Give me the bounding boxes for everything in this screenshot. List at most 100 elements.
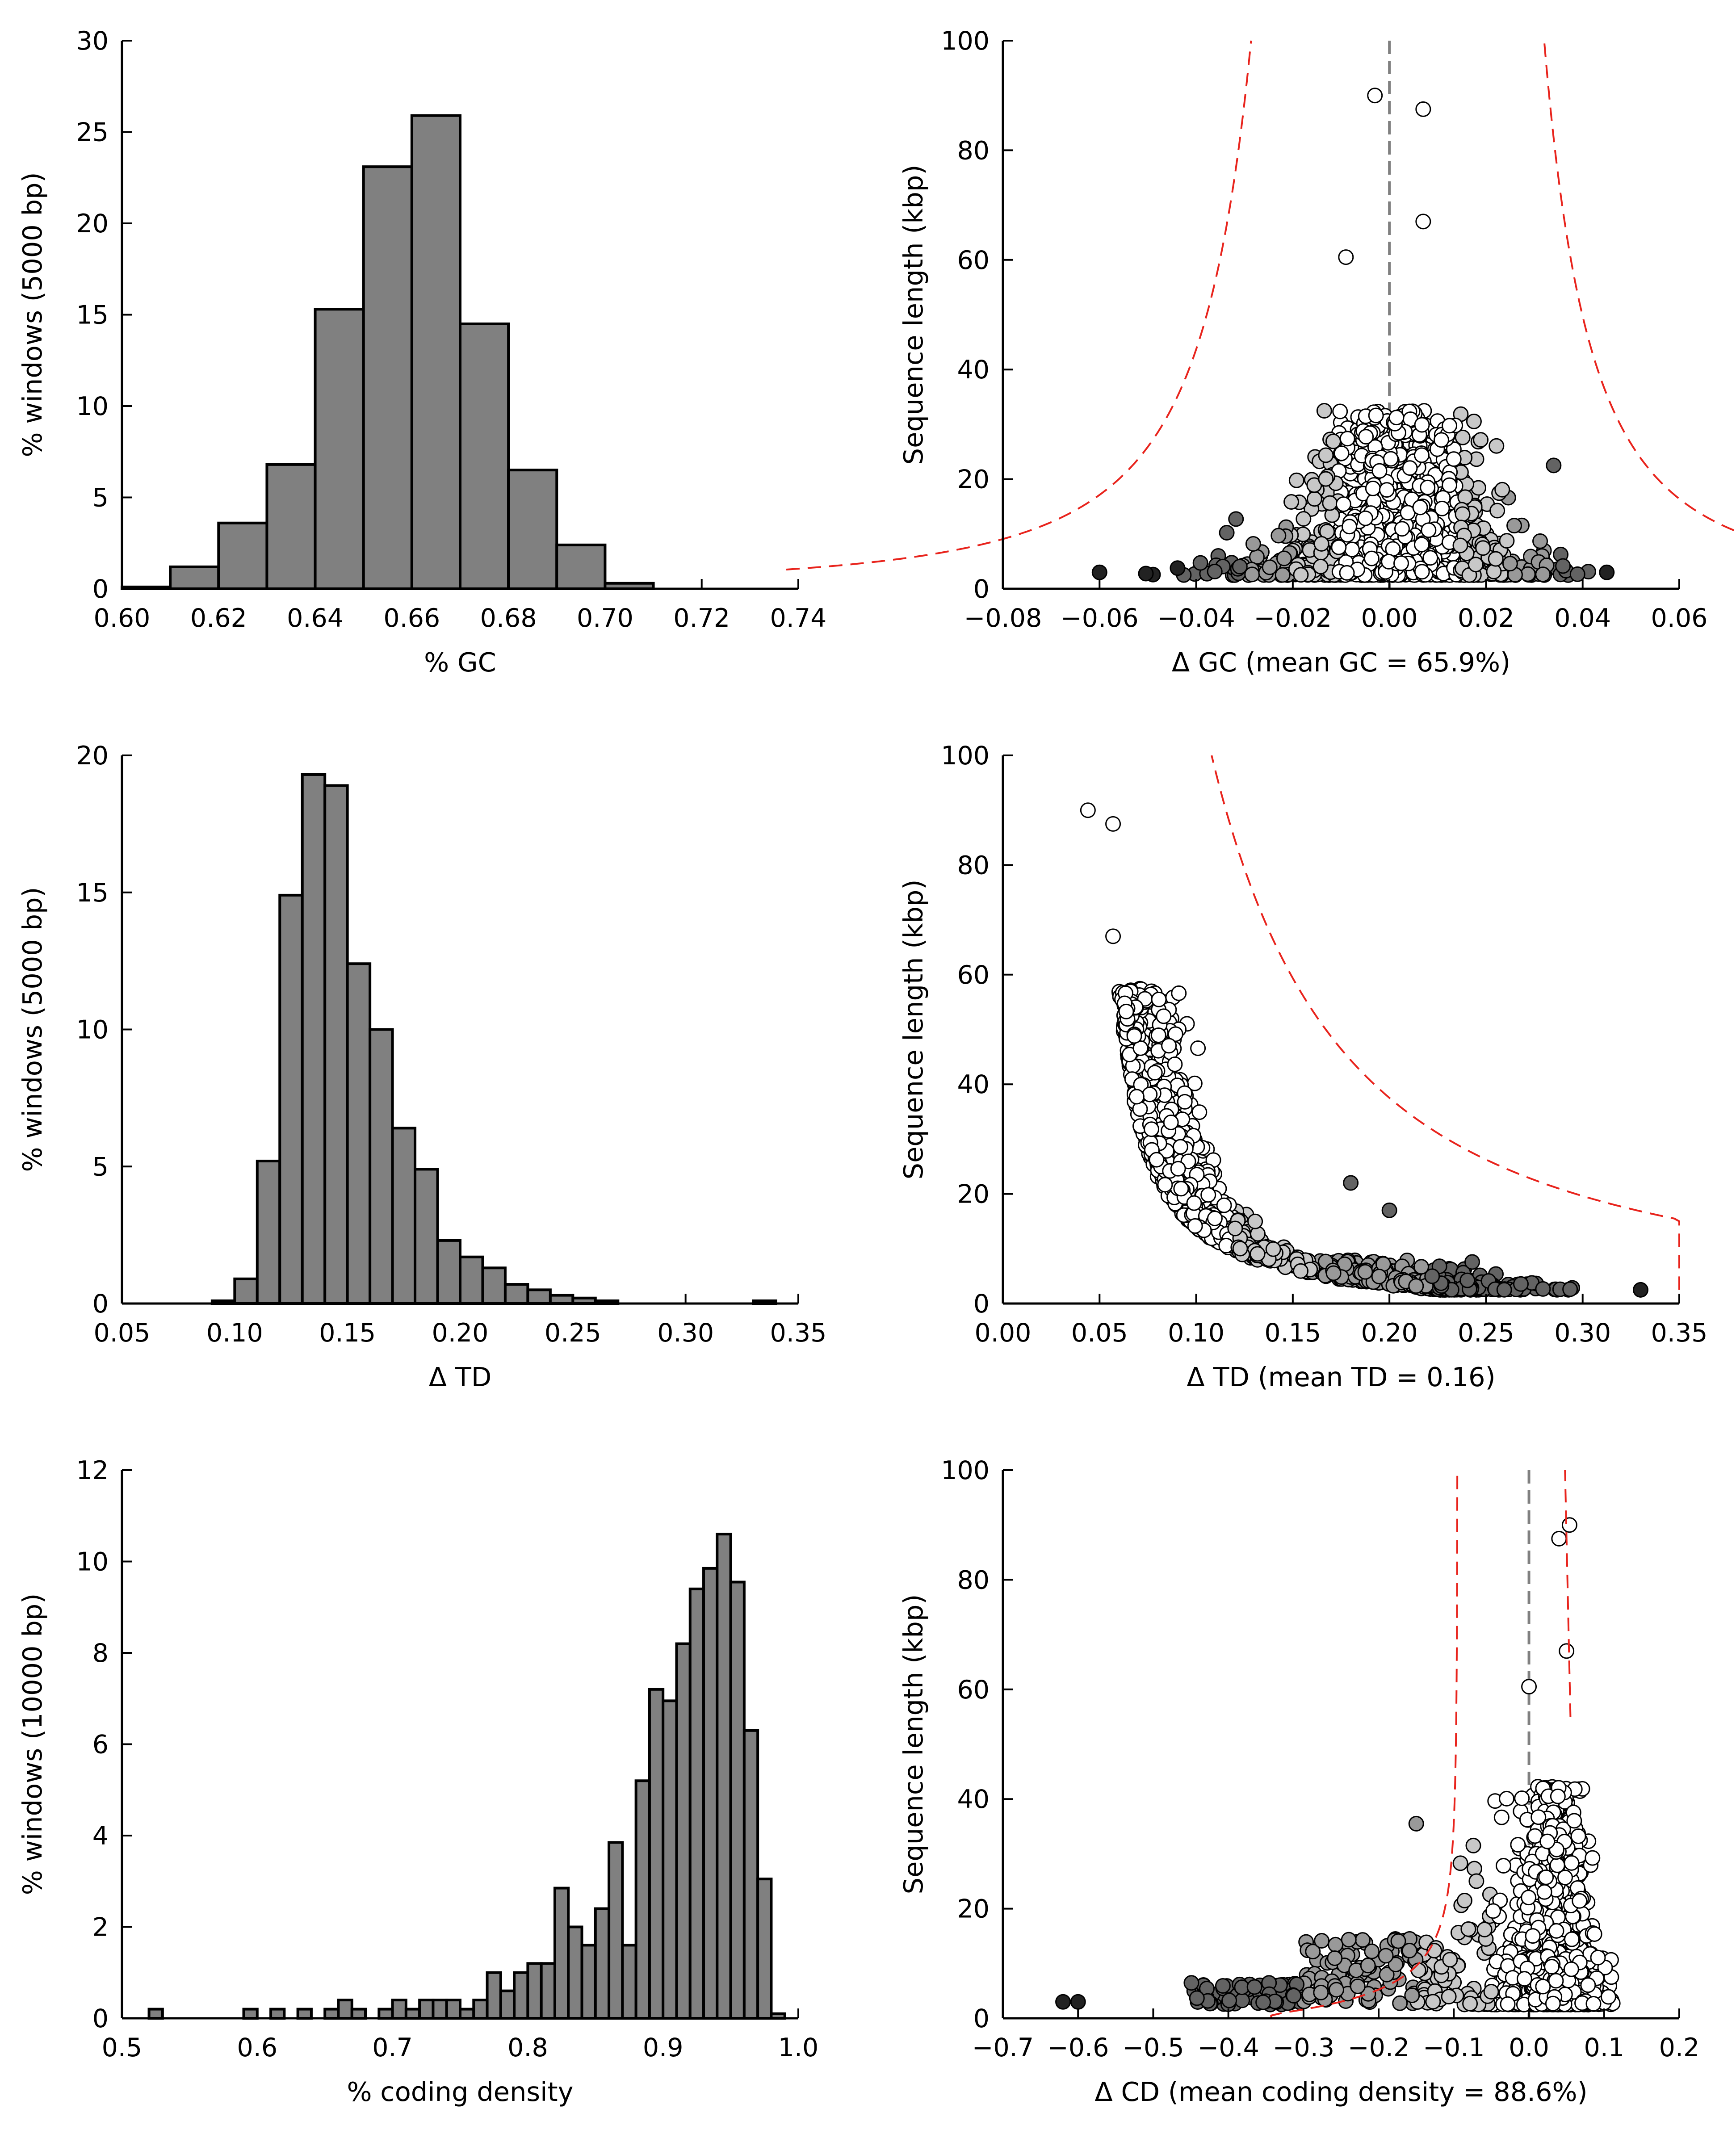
scatter-point <box>1245 536 1261 552</box>
y-tick-label: 0 <box>92 574 109 604</box>
histogram-bar <box>391 1999 407 2020</box>
scatter-point <box>1546 457 1562 474</box>
y-tick-label: 6 <box>92 1730 109 1760</box>
gc-scatter: −0.08 −0.06 −0.04 −0.02 0.00 0.02 0.04 0.06 0 20 4… <box>786 26 1736 678</box>
scatter-point <box>1486 563 1502 579</box>
y-tick-label: 100 <box>941 1456 990 1485</box>
x-tick-label: 0.6 <box>237 2033 277 2063</box>
x-tick-label: −0.4 <box>1197 2033 1259 2063</box>
scatter-point <box>1189 1990 1205 2006</box>
scatter-point <box>1473 432 1489 448</box>
scatter-point <box>1561 1517 1577 1533</box>
y-tick-label: 2 <box>92 1913 109 1942</box>
y-axis-label: % windows (5000 bp) <box>17 172 48 457</box>
scatter-point <box>1322 495 1338 511</box>
scatter-point <box>1455 506 1471 522</box>
scatter-point <box>1378 1948 1394 1964</box>
scatter-point <box>1331 539 1347 555</box>
x-tick-label: 0.68 <box>480 604 537 633</box>
gc-histogram: 0.60 0.62 0.64 0.66 0.68 0.70 0.72 0.74 0 5 10 15 20… <box>17 26 826 678</box>
scatter-point <box>1393 555 1409 571</box>
scatter-point <box>1313 1984 1329 2000</box>
x-tick-label: 0.06 <box>1651 604 1708 633</box>
scatter-point <box>1360 1958 1376 1974</box>
scatter-point <box>1586 1926 1602 1942</box>
scatter-point <box>1510 1836 1526 1853</box>
y-tick-label: 10 <box>76 1015 109 1045</box>
scatter-point <box>1151 991 1167 1007</box>
scatter-point <box>1499 533 1515 549</box>
histogram-bar <box>549 1294 574 1305</box>
cd-scatter: −0.7 −0.6 −0.5 −0.4 −0.3 −0.2 −0.1 0.0 0.1 0.2 0 20… <box>898 1456 1699 2107</box>
histogram-bar <box>526 1962 543 2020</box>
scatter-point <box>1191 1104 1208 1120</box>
histogram-bar <box>410 114 461 591</box>
scatter-point <box>1192 555 1208 571</box>
scatter-point <box>1456 1893 1472 1909</box>
scatter-point <box>1570 1828 1586 1845</box>
y-tick-label: 40 <box>957 1785 990 1814</box>
x-tick-label: 0.10 <box>206 1318 263 1348</box>
scatter-point <box>1173 1181 1189 1197</box>
x-tick-label: 0.25 <box>1458 1318 1514 1348</box>
y-tick-label: 20 <box>957 465 990 495</box>
scatter-point <box>1170 560 1186 576</box>
scatter-point <box>1383 451 1399 467</box>
scatter-point <box>1228 511 1244 527</box>
scatter-point <box>1306 491 1322 507</box>
scatter-point <box>1091 564 1107 580</box>
histogram-bar <box>233 1277 259 1305</box>
td-histogram: 0.05 0.10 0.15 0.20 0.25 0.30 0.35 0 5 10 15 20 Δ TD… <box>17 741 826 1392</box>
y-tick-label: 80 <box>957 1565 990 1595</box>
scatter-point <box>1415 214 1431 230</box>
x-tick-label: −0.2 <box>1348 2033 1409 2063</box>
scatter-point <box>1368 407 1384 423</box>
scatter-point <box>1535 1281 1551 1297</box>
y-tick-label: 100 <box>941 741 990 771</box>
histogram-bar <box>256 1159 281 1305</box>
scatter-point <box>1358 429 1374 445</box>
histogram-bar <box>608 1841 624 2020</box>
scatter-point <box>1343 1175 1359 1191</box>
scatter-point <box>1531 1809 1547 1825</box>
scatter-point <box>1149 1152 1165 1168</box>
histogram-bar <box>499 1989 516 2020</box>
histogram-bar <box>362 165 413 590</box>
scatter-point <box>1177 1094 1193 1110</box>
histogram-bar <box>147 2008 164 2020</box>
scatter-point <box>1200 1187 1216 1203</box>
scatter-point <box>1126 1028 1142 1044</box>
histogram-bar <box>648 1688 665 2020</box>
histogram-bar <box>459 2008 475 2020</box>
x-axis-label: Δ TD <box>429 1362 492 1392</box>
scatter-point <box>1293 1263 1309 1279</box>
scatter-point <box>1163 1114 1179 1130</box>
histogram-bar <box>414 1168 439 1305</box>
x-tick-label: 0.5 <box>102 2033 143 2063</box>
scatter-point <box>1520 566 1536 582</box>
scatter-point <box>1357 510 1373 526</box>
scatter-point <box>1344 541 1360 558</box>
scatter-point <box>1413 537 1430 553</box>
histogram-bar <box>540 1962 556 2020</box>
y-tick-label: 20 <box>76 209 109 239</box>
threshold-curve-left <box>786 40 1252 571</box>
scatter-point <box>1147 1065 1163 1081</box>
y-tick-label: 40 <box>957 355 990 385</box>
x-tick-label: 0.20 <box>432 1318 489 1348</box>
y-tick-label: 60 <box>957 960 990 990</box>
y-tick-label: 80 <box>957 136 990 165</box>
scatter-point <box>1171 985 1187 1001</box>
y-tick-label: 0 <box>973 2004 990 2033</box>
x-tick-label: 0.20 <box>1361 1318 1418 1348</box>
scatter-point <box>1404 1987 1420 2004</box>
scatter-point <box>1335 496 1351 512</box>
histogram-bar <box>621 1944 637 2020</box>
y-tick-label: 5 <box>92 483 109 513</box>
scatter-point <box>1563 1961 1579 1977</box>
scatter-point <box>1329 1982 1345 1998</box>
scatter-point <box>1339 431 1355 447</box>
histogram-bar <box>567 1925 583 2020</box>
scatter-point <box>1502 556 1518 572</box>
x-tick-label: 1.0 <box>778 2033 819 2063</box>
